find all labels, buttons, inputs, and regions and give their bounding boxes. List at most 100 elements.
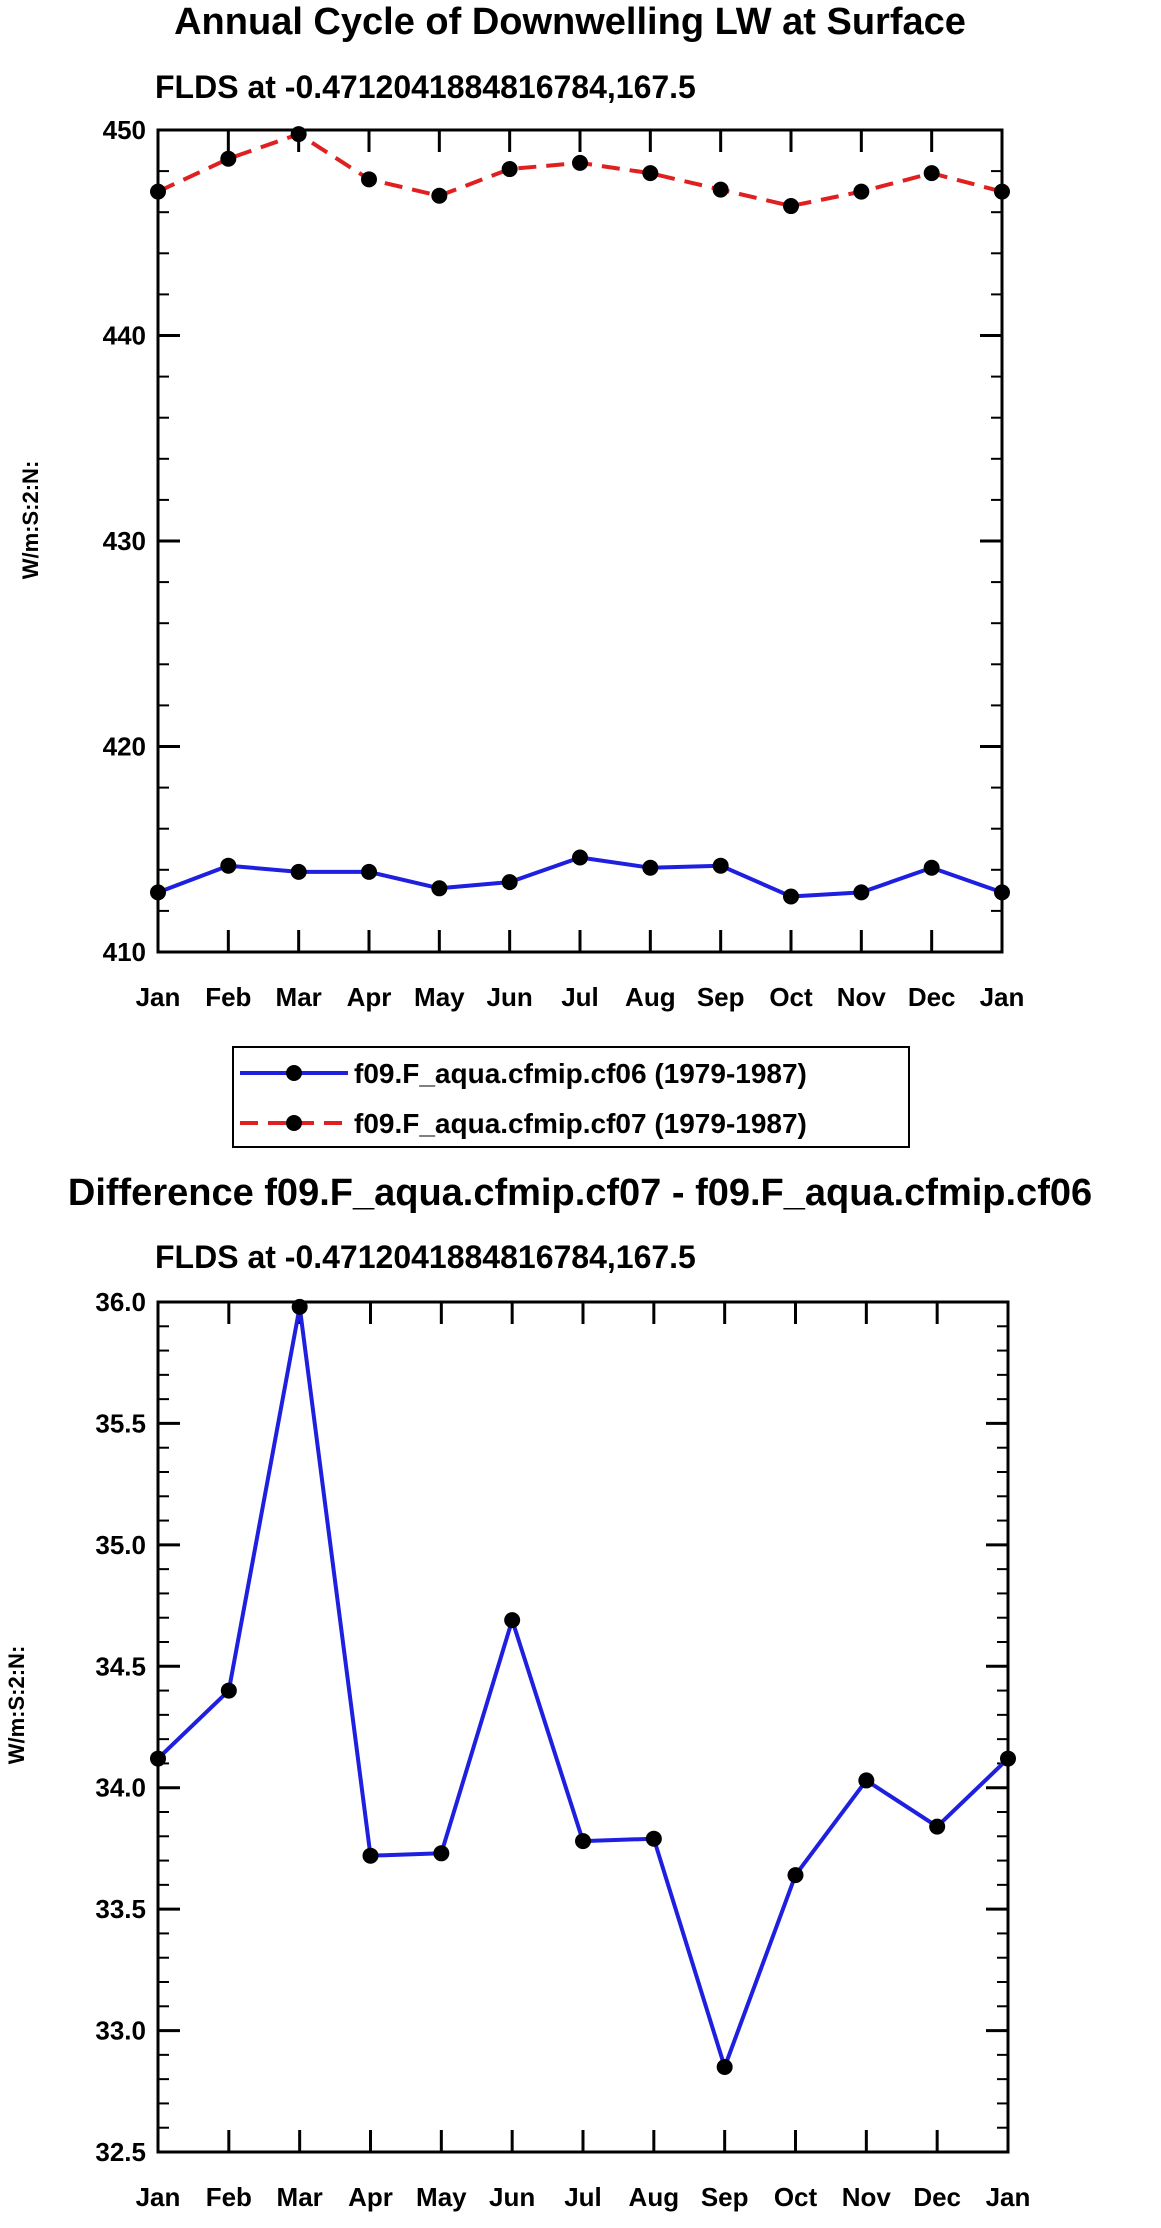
data-point-series-0 (853, 884, 870, 901)
data-point-series-0 (291, 1298, 308, 1315)
data-point-series-0 (716, 2059, 733, 2075)
chart2-x-tick-labels: Jan Feb Mar Apr May Jun Jul Aug Sep Oct Nov Dec Jan (136, 2182, 1031, 2212)
data-point-series-1 (361, 171, 377, 188)
chart1-y-tick-labels: 410 420 430 440 450 (103, 115, 146, 967)
data-point-series-0 (575, 1833, 591, 1850)
legend-label-cf07: f09.F_aqua.cfmip.cf07 (1979-1987) (354, 1108, 807, 1139)
data-point-series-1 (853, 183, 870, 200)
chart2-subtitle: FLDS at -0.4712041884816784,167.5 (155, 1239, 696, 1275)
data-point-series-0 (431, 880, 448, 897)
chart1-x-tick-labels: Jan Feb Mar Apr May Jun Jul Aug Sep Oct Nov Dec Jan (136, 982, 1025, 1012)
chart1-legend: f09.F_aqua.cfmip.cf06 (1979-1987) f09.F_… (232, 1046, 910, 1148)
data-point-series-0 (504, 1612, 521, 1629)
y-tick-label: 420 (103, 732, 146, 762)
x-tick-label: Feb (205, 982, 251, 1012)
data-point-series-1 (431, 187, 448, 204)
x-tick-label: Jan (136, 2182, 181, 2212)
data-point-series-0 (642, 859, 659, 876)
y-tick-label: 410 (103, 937, 146, 967)
x-tick-label: Feb (206, 2182, 252, 2212)
data-point-series-0 (572, 849, 588, 866)
data-point-series-0 (362, 1847, 379, 1864)
data-point-series-0 (923, 859, 940, 876)
x-tick-label: Jan (986, 2182, 1031, 2212)
y-tick-label: 33.5 (95, 1894, 146, 1924)
x-tick-label: Oct (774, 2182, 818, 2212)
data-point-series-0 (787, 1867, 804, 1884)
chart2-y-tick-labels: 32.5 33.0 33.5 34.0 34.5 35.0 35.5 36.0 (95, 1287, 146, 2167)
x-tick-label: Jun (487, 982, 533, 1012)
x-tick-label: Oct (769, 982, 813, 1012)
x-tick-label: Aug (625, 982, 676, 1012)
legend-box (232, 1046, 910, 1148)
x-tick-label: Jun (489, 2182, 535, 2212)
data-point-series-0 (361, 863, 377, 880)
y-tick-label: 430 (103, 526, 146, 556)
x-tick-label: Nov (837, 982, 887, 1012)
data-point-series-0 (150, 884, 166, 901)
x-tick-label: Sep (701, 2182, 749, 2212)
data-point-series-0 (220, 857, 237, 874)
data-point-series-1 (501, 161, 518, 178)
x-tick-label: May (416, 2182, 467, 2212)
chart1-subtitle: FLDS at -0.4712041884816784,167.5 (155, 69, 696, 105)
chart2-series (150, 1298, 1016, 2075)
data-point-series-0 (220, 1682, 237, 1699)
data-point-series-1 (572, 154, 588, 171)
y-tick-label: 35.5 (95, 1408, 146, 1438)
data-point-series-0 (929, 1818, 946, 1835)
data-point-series-0 (994, 884, 1010, 901)
chart1-plot-frame (156, 128, 1004, 954)
chart2-plot-frame (156, 1300, 1010, 2154)
chart1-title: Annual Cycle of Downwelling LW at Surfac… (174, 1, 966, 43)
y-tick-label: 34.5 (95, 1651, 146, 1681)
data-point-series-1 (783, 198, 799, 215)
data-point-series-1 (290, 126, 307, 143)
x-tick-label: Jul (561, 982, 599, 1012)
chart2-ticks (156, 1300, 1010, 2154)
legend-marker-cf07 (286, 1115, 302, 1131)
data-point-series-0 (783, 888, 799, 905)
y-tick-label: 33.0 (95, 2016, 146, 2046)
series-line-0 (156, 1304, 1010, 2069)
data-point-series-0 (433, 1845, 450, 1862)
x-tick-label: Aug (629, 2182, 680, 2212)
x-tick-label: Jul (564, 2182, 602, 2212)
x-tick-label: Dec (913, 2182, 961, 2212)
chart1-series (150, 126, 1010, 905)
y-tick-label: 36.0 (95, 1287, 146, 1317)
x-tick-label: Jan (136, 982, 181, 1012)
y-tick-label: 35.0 (95, 1530, 146, 1560)
chart2-title: Difference f09.F_aqua.cfmip.cf07 - f09.F… (68, 1172, 1092, 1214)
x-tick-label: Apr (348, 2182, 393, 2212)
chart1-y-axis-label: W/m:S:2:N: (18, 461, 43, 580)
data-point-series-0 (1000, 1750, 1016, 1767)
data-point-series-1 (994, 183, 1010, 200)
chart1-ticks (156, 128, 1004, 954)
x-tick-label: Sep (697, 982, 745, 1012)
data-point-series-0 (150, 1750, 166, 1767)
x-tick-label: May (414, 982, 465, 1012)
data-point-series-1 (712, 181, 729, 198)
x-tick-label: Dec (908, 982, 956, 1012)
y-tick-label: 450 (103, 115, 146, 145)
x-tick-label: Apr (347, 982, 392, 1012)
chart2-y-axis-label: W/m:S:2:N: (4, 1646, 29, 1765)
y-tick-label: 440 (103, 321, 146, 351)
data-point-series-0 (712, 857, 729, 874)
x-tick-label: Jan (980, 982, 1025, 1012)
y-tick-label: 34.0 (95, 1773, 146, 1803)
data-point-series-1 (642, 165, 659, 182)
data-point-series-1 (150, 183, 166, 200)
data-point-series-0 (290, 863, 307, 880)
x-tick-label: Nov (842, 2182, 892, 2212)
data-point-series-0 (645, 1830, 662, 1847)
x-tick-label: Mar (276, 982, 322, 1012)
data-point-series-1 (220, 150, 237, 167)
x-tick-label: Mar (277, 2182, 323, 2212)
y-tick-label: 32.5 (95, 2137, 146, 2167)
legend-marker-cf06 (286, 1065, 302, 1081)
data-point-series-0 (501, 874, 518, 891)
data-point-series-1 (923, 165, 940, 182)
